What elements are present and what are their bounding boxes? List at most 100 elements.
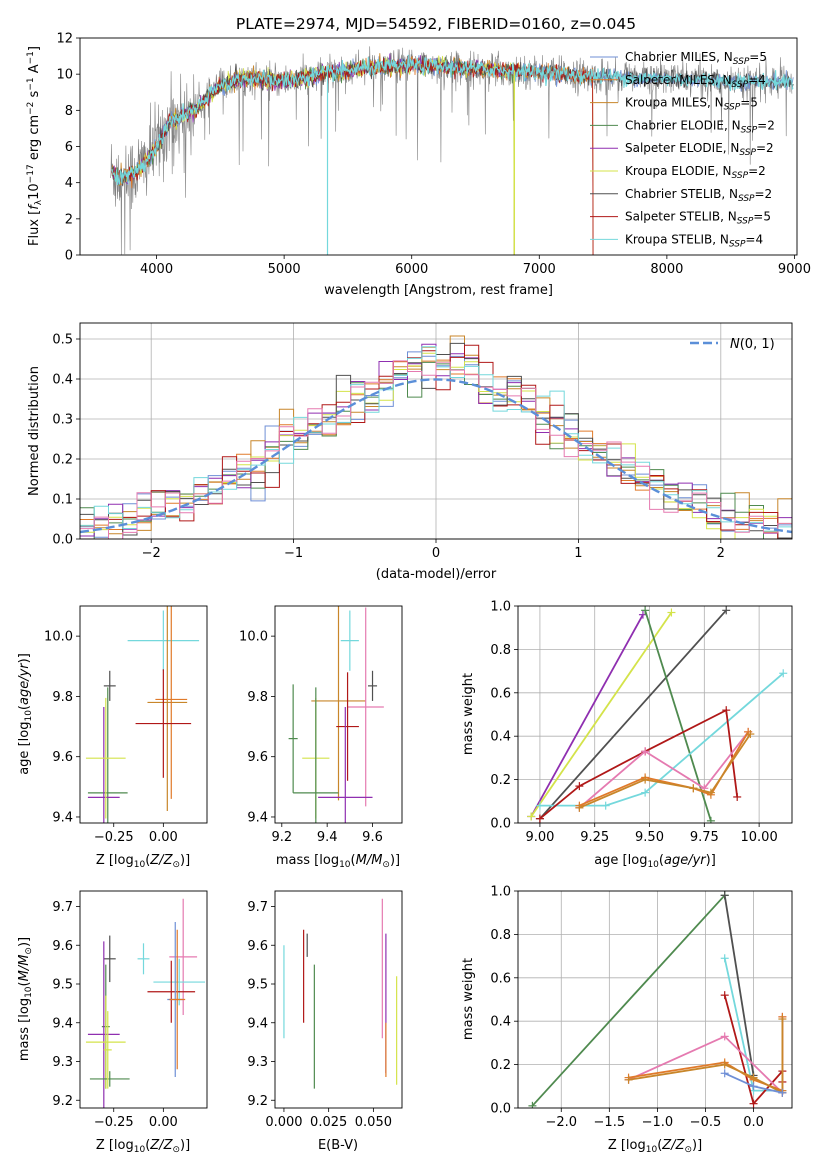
lines-massweight-vs-Z <box>528 891 787 1108</box>
spectrum-ylabel: Flux [fλ10−17 erg cm−2 s−1 A−1] <box>26 46 44 246</box>
y-tick-label-spectrum: 6 <box>65 140 73 155</box>
y-tick-label-mass-vs-EBV: 9.2 <box>247 1094 268 1109</box>
frame-residuals <box>79 322 793 540</box>
legend-label-chabrier_miles: Chabrier MILES, NSSP=5 <box>625 50 767 67</box>
y-tick-label-age-vs-mass: 9.6 <box>247 750 268 765</box>
x-tick-label-mass-vs-EBV: 0.025 <box>310 1115 347 1130</box>
x-tick-label-mass-vs-EBV: 0.050 <box>355 1115 392 1130</box>
age-vs-Z-ylabel: age [log10(age/yr)] <box>17 653 34 775</box>
frame-spectrum <box>79 37 798 256</box>
massweight-vs-age-ylabel: mass weight <box>461 673 476 755</box>
x-tick-label-spectrum: 7000 <box>523 262 556 277</box>
y-tick-label-spectrum: 12 <box>56 32 73 47</box>
errorbars-mass-vs-EBV <box>283 898 398 1089</box>
y-tick-label-mass-vs-Z: 9.6 <box>52 939 73 954</box>
massweight-vs-age-xlabel: age [log10(age/yr)] <box>594 853 716 870</box>
y-tick-label-mass-vs-EBV: 9.6 <box>247 939 268 954</box>
y-tick-label-age-vs-mass: 9.8 <box>247 690 268 705</box>
y-tick-label-mass-vs-Z: 9.3 <box>52 1055 73 1070</box>
y-tick-label-massweight-vs-Z: 0.8 <box>490 928 511 943</box>
model-spectrum-kroupa_stelib <box>111 54 794 186</box>
legend-label-salpeter_elodie: Salpeter ELODIE, NSSP=2 <box>625 141 774 158</box>
errorbars-mass-vs-Z <box>85 898 206 1108</box>
frame-mass-vs-EBV <box>274 890 403 1109</box>
y-tick-label-mass-vs-EBV: 9.5 <box>247 978 268 993</box>
y-tick-label-age-vs-mass: 10.0 <box>239 630 268 645</box>
figure-title: PLATE=2974, MJD=54592, FIBERID=0160, z=0… <box>236 15 636 33</box>
y-tick-label-age-vs-mass: 9.4 <box>247 810 268 825</box>
errorbars-age-vs-mass <box>288 606 384 823</box>
residuals-xlabel: (data-model)/error <box>376 567 497 582</box>
spectrum-lines <box>110 46 794 255</box>
weight-line-chabrier_stelib <box>539 609 727 820</box>
frame-age-vs-mass <box>274 605 403 824</box>
x-tick-label-massweight-vs-Z: −0.5 <box>690 1115 722 1130</box>
x-tick-label-residuals: −2 <box>142 546 161 561</box>
spectrum-xlabel: wavelength [Angstrom, rest frame] <box>324 283 553 298</box>
legend-label-chabrier_elodie: Chabrier ELODIE, NSSP=2 <box>625 118 775 135</box>
y-tick-label-massweight-vs-Z: 1.0 <box>490 885 511 900</box>
y-tick-label-residuals: 0.1 <box>52 493 73 508</box>
x-tick-label-massweight-vs-Z: 0.0 <box>743 1115 764 1130</box>
errorbars-age-vs-Z <box>85 606 200 823</box>
x-tick-label-residuals: 2 <box>717 546 725 561</box>
x-tick-label-mass-vs-EBV: 0.000 <box>265 1115 302 1130</box>
plots-layer: 4000 5000 6000 7000 8000 9000024681012Chabrie… <box>17 32 811 1156</box>
y-tick-label-spectrum: 4 <box>65 176 73 191</box>
legend-label-kroupa_stelib: Kroupa STELIB, NSSP=4 <box>625 232 763 249</box>
age-vs-Z-xlabel: Z [log10(Z/Z⊙)] <box>96 853 190 870</box>
frame-age-vs-Z <box>79 605 208 824</box>
x-tick-label-massweight-vs-age: 9.25 <box>580 830 609 845</box>
y-tick-label-mass-vs-Z: 9.2 <box>52 1094 73 1109</box>
x-tick-label-massweight-vs-Z: −1.5 <box>594 1115 626 1130</box>
y-tick-label-massweight-vs-age: 0.6 <box>490 686 511 701</box>
y-tick-label-age-vs-Z: 9.6 <box>52 750 73 765</box>
massweight-vs-Z-ylabel: mass weight <box>461 958 476 1040</box>
x-tick-label-mass-vs-Z: 0.00 <box>149 1115 178 1130</box>
weight-line-salpeter_elodie <box>530 614 644 817</box>
x-tick-label-spectrum: 9000 <box>778 262 811 277</box>
y-tick-label-mass-vs-EBV: 9.4 <box>247 1016 268 1031</box>
axes-age-vs-mass: 9.2 9.4 9.69.49.69.810.0 <box>239 630 383 845</box>
weight-line-chabrier_stelib <box>723 895 755 1076</box>
y-tick-label-age-vs-Z: 10.0 <box>44 630 73 645</box>
histogram-kroupa_stelib <box>80 346 792 533</box>
y-tick-label-spectrum: 10 <box>56 68 73 83</box>
residuals-ylabel: Normed distribution <box>27 366 42 496</box>
y-tick-label-massweight-vs-age: 0.0 <box>490 817 511 832</box>
y-tick-label-massweight-vs-Z: 0.6 <box>490 971 511 986</box>
axes-massweight-vs-Z: −2.0 −1.5 −1.0 −0.5 0.0 0.0 0.2 0.4 0.6 0.8 1.0 <box>490 885 792 1130</box>
x-tick-label-massweight-vs-age: 9.50 <box>635 830 664 845</box>
legend-label-chabrier_stelib: Chabrier STELIB, NSSP=2 <box>625 187 772 204</box>
y-tick-label-massweight-vs-age: 0.4 <box>490 730 511 745</box>
lines-massweight-vs-age <box>527 606 788 823</box>
y-tick-label-mass-vs-Z: 9.7 <box>52 900 73 915</box>
weight-line-kroupa_elodie <box>530 611 673 818</box>
gaussian-curve <box>80 378 792 534</box>
y-tick-label-spectrum: 0 <box>65 249 73 264</box>
x-tick-label-age-vs-Z: −0.25 <box>94 830 134 845</box>
y-tick-label-massweight-vs-Z: 0.0 <box>490 1102 511 1117</box>
y-tick-label-mass-vs-EBV: 9.3 <box>247 1055 268 1070</box>
weight-line-salpeter_miles <box>579 731 749 807</box>
y-tick-label-residuals: 0.5 <box>52 333 73 348</box>
axes-age-vs-Z: −0.25 0.00 9.4 9.6 9.8 10.0 <box>44 630 178 845</box>
mass-vs-Z-xlabel: Z [log10(Z/Z⊙)] <box>96 1138 190 1155</box>
x-tick-label-massweight-vs-Z: −2.0 <box>545 1115 577 1130</box>
spectrum-legend: Chabrier MILES, NSSP=5 Salpeter MILES, NS… <box>590 50 775 249</box>
y-tick-label-massweight-vs-age: 1.0 <box>490 600 511 615</box>
x-tick-label-age-vs-mass: 9.6 <box>362 830 383 845</box>
weight-line-chabrier_elodie <box>531 894 726 1107</box>
age-vs-mass-xlabel: mass [log10(M/M⊙)] <box>276 853 400 870</box>
legend-label-salpeter_miles: Salpeter MILES, NSSP=4 <box>625 73 766 90</box>
x-tick-label-residuals: −1 <box>284 546 303 561</box>
y-tick-label-residuals: 0.4 <box>52 373 73 388</box>
weight-line-chabrier_elodie <box>644 610 712 822</box>
y-tick-label-age-vs-Z: 9.8 <box>52 690 73 705</box>
weight-line-salpeter_stelib <box>539 708 739 820</box>
x-tick-label-massweight-vs-Z: −1.0 <box>642 1115 674 1130</box>
x-tick-label-spectrum: 8000 <box>650 262 683 277</box>
axes-mass-vs-EBV: 0.000 0.025 0.050 9.2 9.3 9.4 9.5 9.6 9.7 <box>247 900 392 1130</box>
y-tick-label-spectrum: 2 <box>65 212 73 227</box>
legend-label-gaussian: N(0, 1) <box>730 337 775 352</box>
